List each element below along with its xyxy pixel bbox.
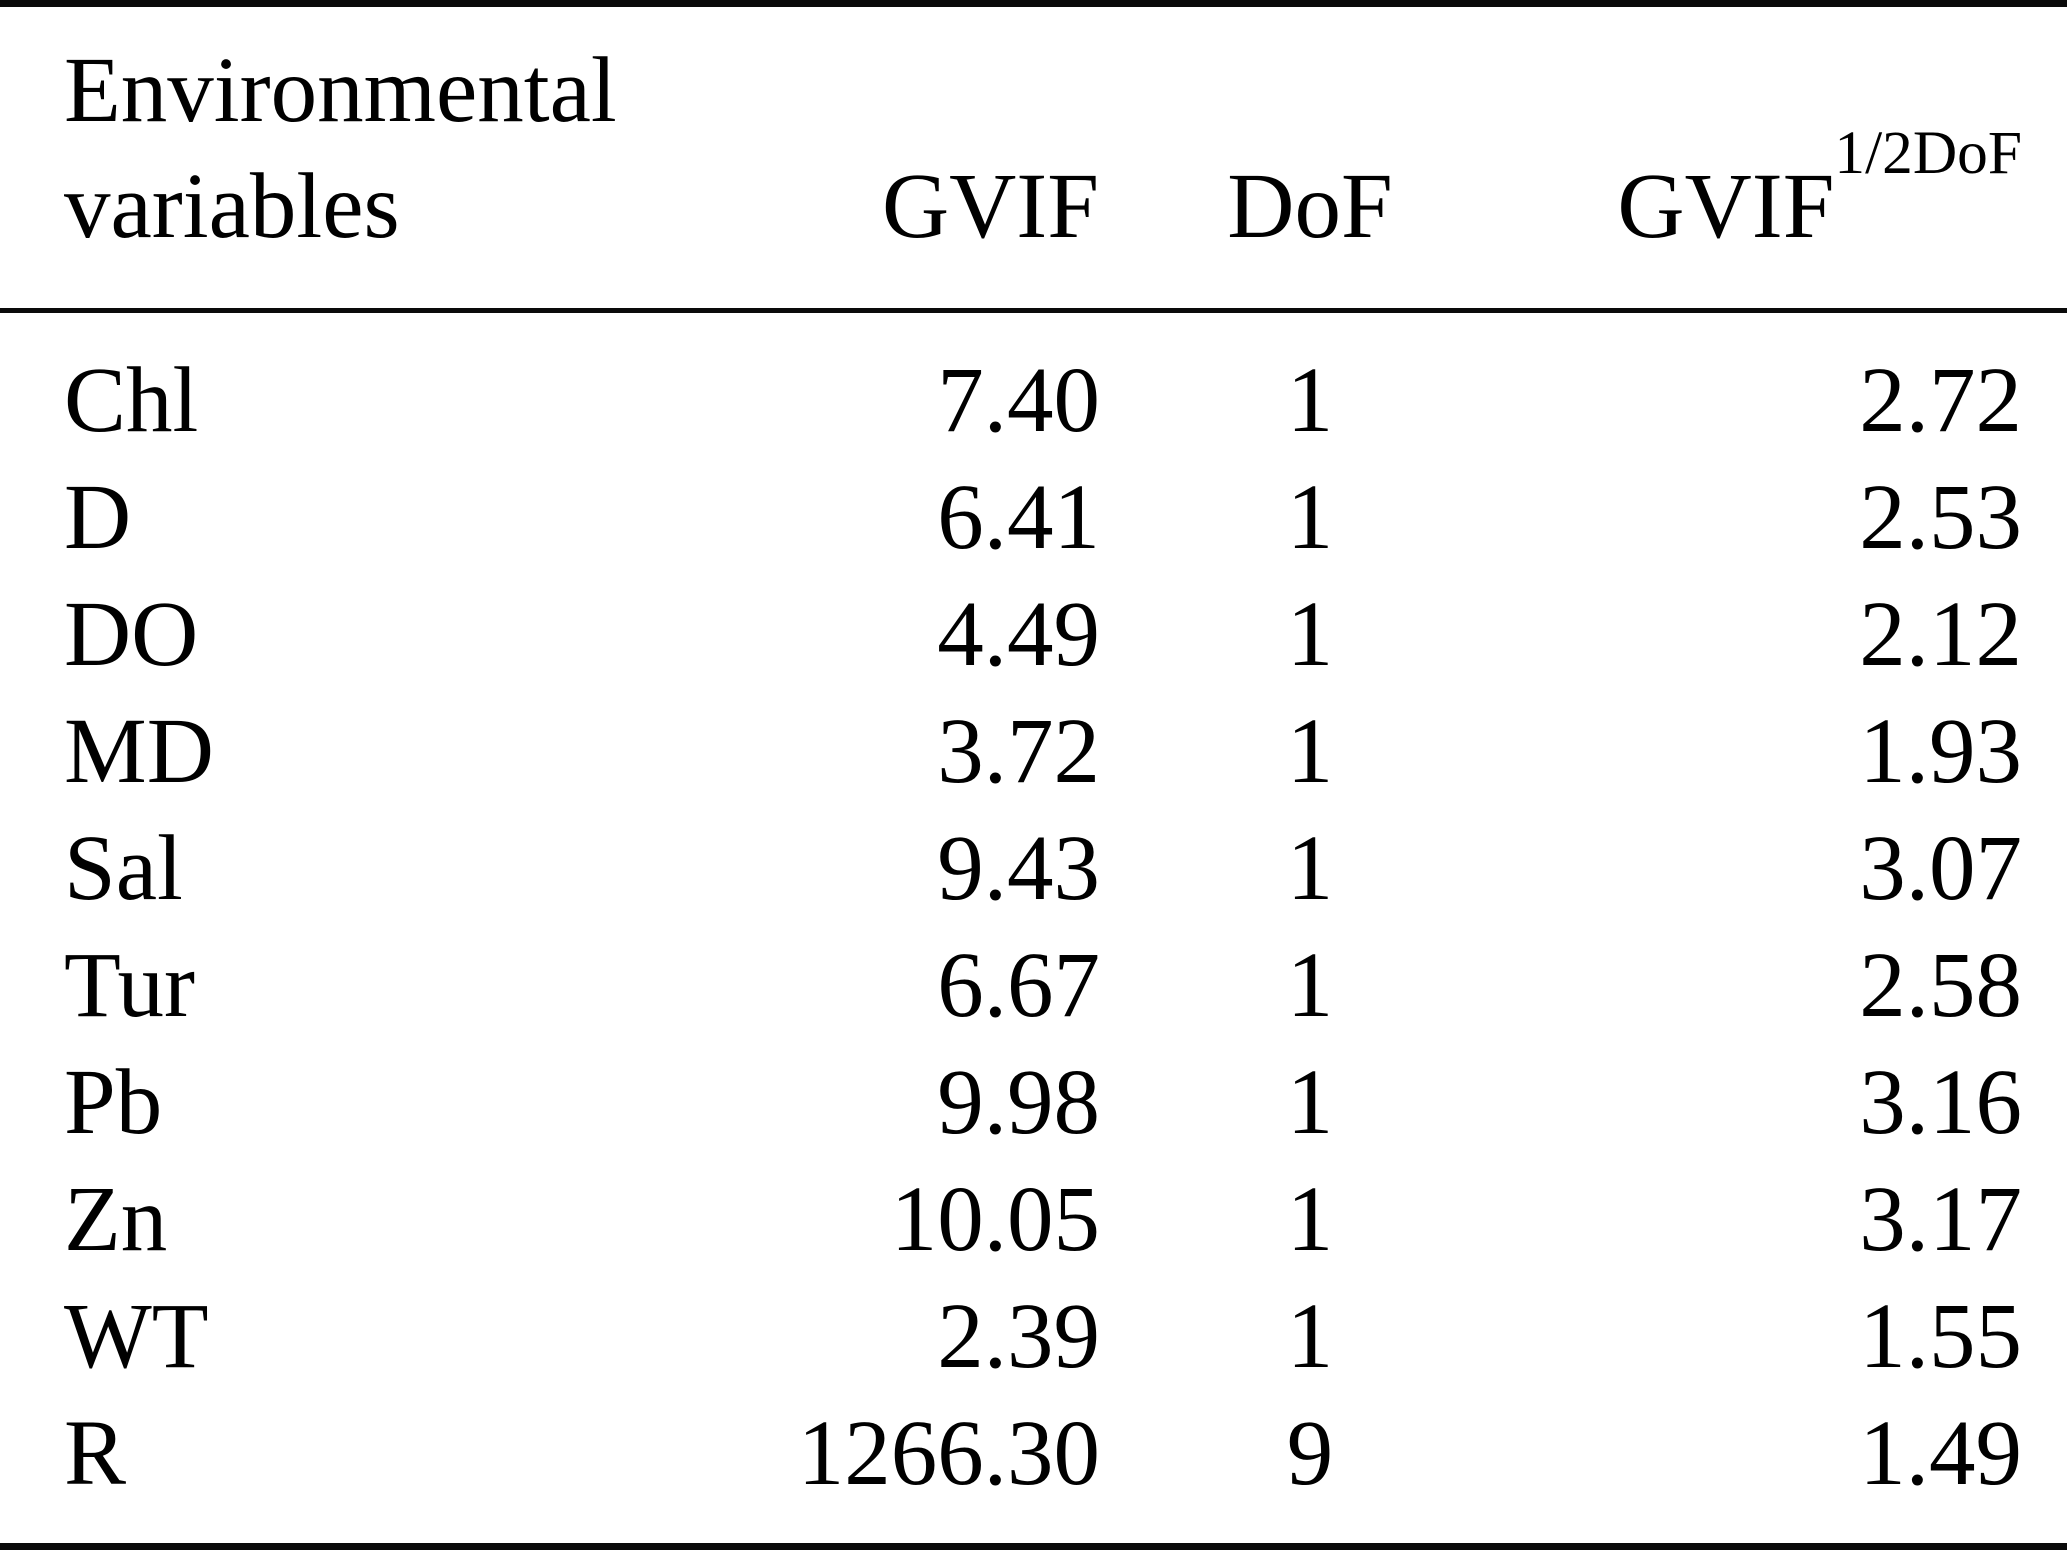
cell-dof: 1: [1286, 699, 1334, 803]
table-row: DO 4.49 1 2.12: [0, 577, 2067, 694]
cell-gvif: 9.43: [937, 816, 1100, 920]
table-row: WT 2.39 1 1.55: [0, 1279, 2067, 1396]
cell-variable: WT: [64, 1284, 209, 1388]
table-row: Tur 6.67 1 2.58: [0, 928, 2067, 1045]
table-row: D 6.41 1 2.53: [0, 460, 2067, 577]
cell-dof: 1: [1286, 1284, 1334, 1388]
cell-gvif: 3.72: [937, 699, 1100, 803]
cell-gvif-adjusted: 1.55: [1859, 1284, 2022, 1388]
cell-dof: 1: [1286, 1050, 1334, 1154]
header-row: Environmental variables GVIF DoF GVIF1/2…: [0, 0, 2067, 313]
cell-gvif: 1266.30: [435, 1395, 1100, 1550]
header-gvif: GVIF: [435, 0, 1100, 313]
header-environmental-variables-line2: variables: [64, 155, 400, 259]
cell-variable: Pb: [64, 1050, 163, 1154]
cell-variable: Sal: [64, 816, 183, 920]
cell-gvif: 4.49: [937, 582, 1100, 686]
header-environmental-variables: Environmental variables: [0, 0, 617, 313]
header-gvif-adjusted-base: GVIF: [1617, 155, 1835, 259]
cell-variable: MD: [64, 699, 214, 803]
cell-gvif: 2.39: [937, 1284, 1100, 1388]
cell-gvif: 10.05: [890, 1167, 1100, 1271]
cell-dof: 9: [1100, 1395, 1520, 1550]
header-environmental-variables-line1: Environmental: [64, 39, 617, 142]
cell-gvif-adjusted: 3.16: [1859, 1050, 2022, 1154]
cell-gvif-adjusted: 3.07: [1859, 816, 2022, 920]
cell-dof: 1: [1286, 1167, 1334, 1271]
table-row: Chl 7.40 1 2.72: [0, 310, 2067, 460]
cell-gvif-adjusted: 1.49: [1520, 1395, 2067, 1550]
table-header: Environmental variables GVIF DoF GVIF1/2…: [0, 0, 2067, 313]
cell-gvif: 6.67: [937, 933, 1100, 1037]
cell-gvif-adjusted: 2.53: [1859, 465, 2022, 569]
cell-gvif: 6.41: [937, 465, 1100, 569]
cell-gvif-adjusted: 2.72: [1859, 348, 2022, 452]
cell-dof: 1: [1286, 465, 1334, 569]
cell-variable: DO: [64, 582, 199, 686]
cell-gvif-adjusted: 3.17: [1859, 1167, 2022, 1271]
header-gvif-adjusted: GVIF1/2DoF: [1520, 0, 2067, 313]
cell-variable: Zn: [64, 1167, 168, 1271]
table-row: Pb 9.98 1 3.16: [0, 1045, 2067, 1162]
cell-variable: R: [0, 1395, 435, 1550]
cell-gvif-adjusted: 1.93: [1859, 699, 2022, 803]
table-body: Chl 7.40 1 2.72 D 6.41 1 2.53 DO 4.49 1 …: [0, 310, 2067, 1550]
cell-variable: Tur: [64, 933, 196, 1037]
cell-variable: D: [64, 465, 132, 569]
table-row: Sal 9.43 1 3.07: [0, 811, 2067, 928]
table-row: MD 3.72 1 1.93: [0, 694, 2067, 811]
cell-dof: 1: [1286, 816, 1334, 920]
header-dof: DoF: [1100, 0, 1520, 313]
cell-variable: Chl: [64, 348, 199, 452]
cell-gvif: 7.40: [937, 348, 1100, 452]
table-row: Zn 10.05 1 3.17: [0, 1162, 2067, 1279]
cell-gvif-adjusted: 2.12: [1859, 582, 2022, 686]
table-row: R 1266.30 9 1.49: [0, 1395, 2067, 1550]
header-gvif-adjusted-exponent: 1/2DoF: [1834, 119, 2022, 188]
cell-gvif-adjusted: 2.58: [1859, 933, 2022, 1037]
cell-dof: 1: [1286, 348, 1334, 452]
cell-dof: 1: [1286, 582, 1334, 686]
cell-gvif: 9.98: [937, 1050, 1100, 1154]
cell-dof: 1: [1286, 933, 1334, 1037]
